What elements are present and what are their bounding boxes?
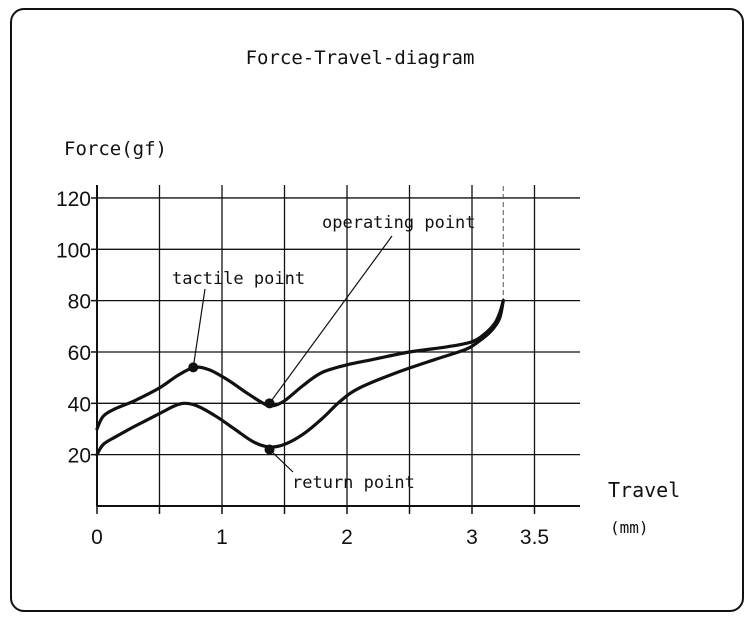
tactile-point-label: tactile point: [172, 269, 305, 289]
annotations: tactile point operating point return point: [172, 213, 476, 493]
series: [95, 299, 505, 457]
y-tick-label: 120: [56, 188, 91, 211]
x-axis-label: Travel: [608, 478, 680, 502]
x-axis-unit: (mm): [610, 518, 649, 537]
x-tick-label: 3: [466, 526, 478, 549]
tick-marks: [91, 197, 536, 514]
return-point-leader: [269, 449, 294, 473]
y-tick-label: 60: [68, 342, 91, 365]
y-tick-label: 100: [56, 239, 91, 262]
chart-title: Force-Travel-diagram: [246, 47, 475, 69]
tick-labels: 20 40 60 80 100 120 0 1 2 3 3.5: [56, 188, 549, 549]
y-tick-label: 80: [68, 291, 91, 314]
tactile-point-marker: [188, 362, 199, 373]
chart-frame: [10, 8, 744, 612]
operating-point-leader: [269, 235, 393, 404]
grid: [97, 185, 580, 506]
tactile-point-leader: [192, 288, 206, 368]
y-axis-label: Force(gf): [64, 138, 167, 160]
axes: [96, 185, 580, 507]
return-point-marker: [264, 444, 275, 455]
x-tick-label: 2: [341, 526, 353, 549]
x-tick-label: 3.5: [520, 526, 549, 549]
press-curve: [95, 299, 505, 431]
operating-point-label: operating point: [322, 213, 476, 233]
x-tick-label: 1: [216, 526, 228, 549]
return-point-label: return point: [292, 473, 415, 493]
y-tick-label: 20: [68, 445, 91, 468]
release-curve: [95, 299, 505, 457]
operating-point-marker: [264, 398, 275, 409]
y-tick-label: 40: [68, 393, 91, 416]
x-tick-label: 0: [91, 526, 103, 549]
